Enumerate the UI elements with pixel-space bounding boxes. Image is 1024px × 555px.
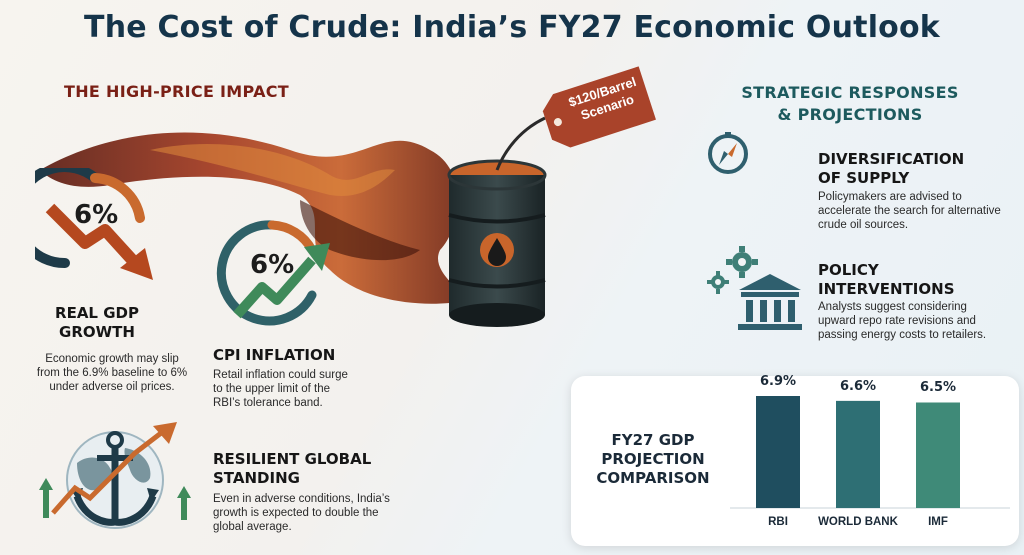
chart-title-line1: FY27 GDP [611,431,695,449]
global-description-line3: global average. [213,521,292,533]
price-tag-icon [542,66,656,148]
diversification-description: Policymakers are advised to accelerate t… [818,190,1024,232]
global-description-line1: Even in adverse conditions, India’s [213,493,390,505]
bank-building-icon [738,274,802,330]
gdp-description-line1: Economic growth may slip [45,353,179,365]
policy-description: Analysts suggest considering upward repo… [818,300,1024,342]
bar-value-label: 6.5% [919,380,957,396]
bar-category-label: RBI [768,516,788,528]
policy-description-line1: Analysts suggest considering [818,301,967,313]
cpi-description-line1: Retail inflation could surge [213,369,348,381]
gdp-description-line3: under adverse oil prices. [49,381,175,393]
oil-barrel-icon [447,116,547,327]
cpi-description: Retail inflation could surge to the uppe… [213,368,383,410]
oil-drop-icon [488,238,506,266]
bar-category-label: IMF [928,516,948,528]
policy-heading: POLICY INTERVENTIONS [818,261,955,299]
up-arrow-ring-icon [216,220,330,326]
bar-category-label: WORLD BANK [818,516,898,528]
gdp-value: 6% [74,200,119,230]
gdp-description-line2: from the 6.9% baseline to 6% [36,367,188,379]
global-heading-line1: RESILIENT GLOBAL [213,450,372,468]
diversification-heading-line2: OF SUPPLY [818,169,910,187]
bar-rbi [756,396,800,508]
gdp-projection-chart [730,396,1010,509]
section-heading-strategy: STRATEGIC RESPONSES & PROJECTIONS [730,82,970,126]
bar-imf [916,402,960,508]
cpi-heading: CPI INFLATION [213,346,336,364]
section-heading-strategy-line2: & PROJECTIONS [777,105,923,124]
anchor-globe-icon [39,422,191,529]
gdp-heading-line2: GROWTH [59,323,135,341]
chart-title-line2: PROJECTION [601,450,705,468]
gdp-heading-line1: REAL GDP [55,304,139,322]
policy-description-line3: passing energy costs to retailers. [818,329,987,341]
section-heading-strategy-line1: STRATEGIC RESPONSES [741,83,959,102]
down-arrow-ring-icon [35,168,153,280]
cpi-description-line3: RBI’s tolerance band. [213,397,323,409]
global-description-line2: growth is expected to double the [213,507,379,519]
gears-icon [707,246,758,294]
diversification-heading-line1: DIVERSIFICATION [818,150,965,168]
diversification-heading: DIVERSIFICATION OF SUPPLY [818,150,964,188]
diversification-description-line1: Policymakers are advised to [818,191,962,203]
global-heading: RESILIENT GLOBAL STANDING [213,450,371,488]
page-title: The Cost of Crude: India’s FY27 Economic… [84,10,940,45]
bar-value-label: 6.6% [839,378,877,394]
cpi-value: 6% [250,250,295,280]
global-description: Even in adverse conditions, India’s grow… [213,492,433,534]
global-heading-line2: STANDING [213,469,300,487]
bar-value-label: 6.9% [759,374,797,389]
policy-description-line2: upward repo rate revisions and [818,315,976,327]
chart-title: FY27 GDP PROJECTION COMPARISON [590,431,716,488]
gdp-heading: REAL GDP GROWTH [52,304,142,342]
bar-world-bank [836,400,880,508]
chart-title-line3: COMPARISON [596,469,710,487]
diversification-description-line3: crude oil sources. [818,219,909,231]
policy-heading-line1: POLICY [818,261,879,279]
policy-heading-line2: INTERVENTIONS [818,280,955,298]
section-heading-impact: THE HIGH-PRICE IMPACT [64,82,290,101]
gdp-description: Economic growth may slip from the 6.9% b… [22,352,202,394]
cpi-description-line2: to the upper limit of the [213,383,330,395]
compass-icon [708,132,748,174]
diversification-description-line2: accelerate the search for alternative [818,205,1001,217]
